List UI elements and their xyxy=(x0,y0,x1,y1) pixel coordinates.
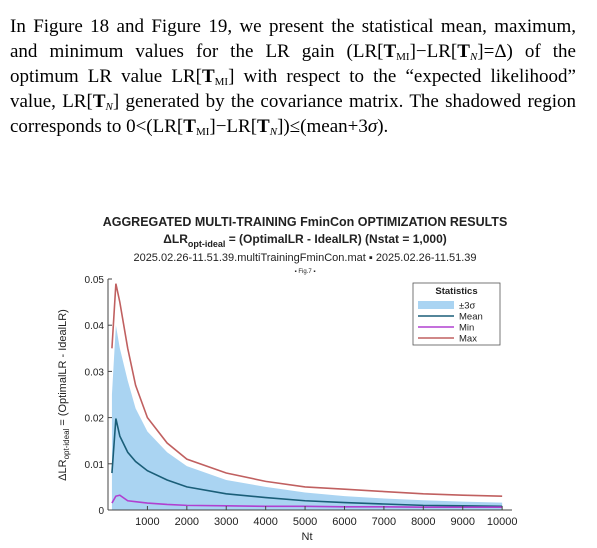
x-tick-label: 3000 xyxy=(214,516,238,528)
subscript: N xyxy=(470,51,477,63)
subscript: MI xyxy=(195,126,210,138)
series-line xyxy=(111,494,503,509)
symbol: T xyxy=(257,116,270,137)
symbol: T xyxy=(92,91,106,112)
subscript-text: N xyxy=(269,126,278,138)
symbol: T xyxy=(457,41,470,62)
x-tick-label: 6000 xyxy=(332,516,356,528)
legend-title: Statistics xyxy=(435,286,477,297)
y-label-text: = (OptimalLR - IdealLR) xyxy=(57,309,69,429)
y-tick-label: 0 xyxy=(98,506,104,517)
legend-box xyxy=(412,282,501,346)
figure-label: ▪ Fig.7 ▪ xyxy=(295,269,316,275)
text: ]−LR[ xyxy=(409,41,458,62)
x-tick-label: 5000 xyxy=(293,516,317,528)
y-tick-label: 0.02 xyxy=(85,414,105,425)
text: ] generated by the covariance matrix. Th… xyxy=(10,91,576,137)
x-tick-label: 8000 xyxy=(411,516,435,528)
subscript: MI xyxy=(214,76,229,88)
chart-formula: ΔLRopt-ideal = (OptimalLR - IdealLR) (Ns… xyxy=(163,232,447,249)
text: ]−LR[ xyxy=(209,116,258,137)
y-label-text: ΔLR xyxy=(57,459,69,480)
legend-label: Min xyxy=(459,323,474,334)
band-area xyxy=(111,325,503,510)
chart-title: AGGREGATED MULTI-TRAINING FminCon OPTIMI… xyxy=(103,215,508,229)
y-tick-label: 0.04 xyxy=(85,321,105,332)
y-label-subscript: opt-ideal xyxy=(62,428,71,459)
subscript-text: N xyxy=(105,101,113,113)
text: In Figure 18 and Figure 19, we present t… xyxy=(10,16,576,62)
y-tick-label: 0.03 xyxy=(85,367,105,378)
x-tick-label: 4000 xyxy=(253,516,277,528)
chart-subtitle: 2025.02.26-11.51.39.multiTrainingFminCon… xyxy=(133,252,476,264)
subscript-text: N xyxy=(469,51,478,63)
y-tick-label: 0.01 xyxy=(85,460,105,471)
subscript: N xyxy=(106,101,113,113)
legend-label: ±3σ xyxy=(459,301,475,312)
legend-swatch xyxy=(418,301,454,309)
symbol: σ xyxy=(367,116,378,137)
series-line xyxy=(111,418,503,508)
x-tick-label: 10000 xyxy=(487,516,518,528)
x-axis-label: Nt xyxy=(302,531,313,543)
text: ])≤(mean+3 xyxy=(277,116,368,137)
y-tick-label: 0.05 xyxy=(85,275,105,286)
symbol: T xyxy=(183,116,196,137)
subscript: N xyxy=(270,126,277,138)
subscript: MI xyxy=(396,51,410,63)
paragraph: In Figure 18 and Figure 19, we present t… xyxy=(10,14,576,139)
legend-label: Mean xyxy=(459,312,483,323)
symbol: T xyxy=(201,66,215,87)
text: ]=Δ) of the optimum LR value LR[ xyxy=(10,41,576,87)
x-tick-label: 2000 xyxy=(175,516,199,528)
text: ] with respect to the “expected likeliho… xyxy=(10,66,576,112)
symbol: T xyxy=(383,41,397,62)
series-line xyxy=(111,283,503,497)
x-tick-label: 7000 xyxy=(372,516,396,528)
x-tick-label: 1000 xyxy=(135,516,159,528)
formula-subscript: opt-ideal xyxy=(188,239,226,249)
x-tick-label: 9000 xyxy=(450,516,474,528)
legend-label: Max xyxy=(459,334,477,345)
text: ). xyxy=(377,116,389,137)
formula-text: ΔLR xyxy=(163,232,188,246)
formula-text: = (OptimalLR - IdealLR) (Nstat = 1,000) xyxy=(225,232,446,246)
y-axis-label: ΔLRopt-ideal = (OptimalLR - IdealLR) xyxy=(57,309,71,481)
